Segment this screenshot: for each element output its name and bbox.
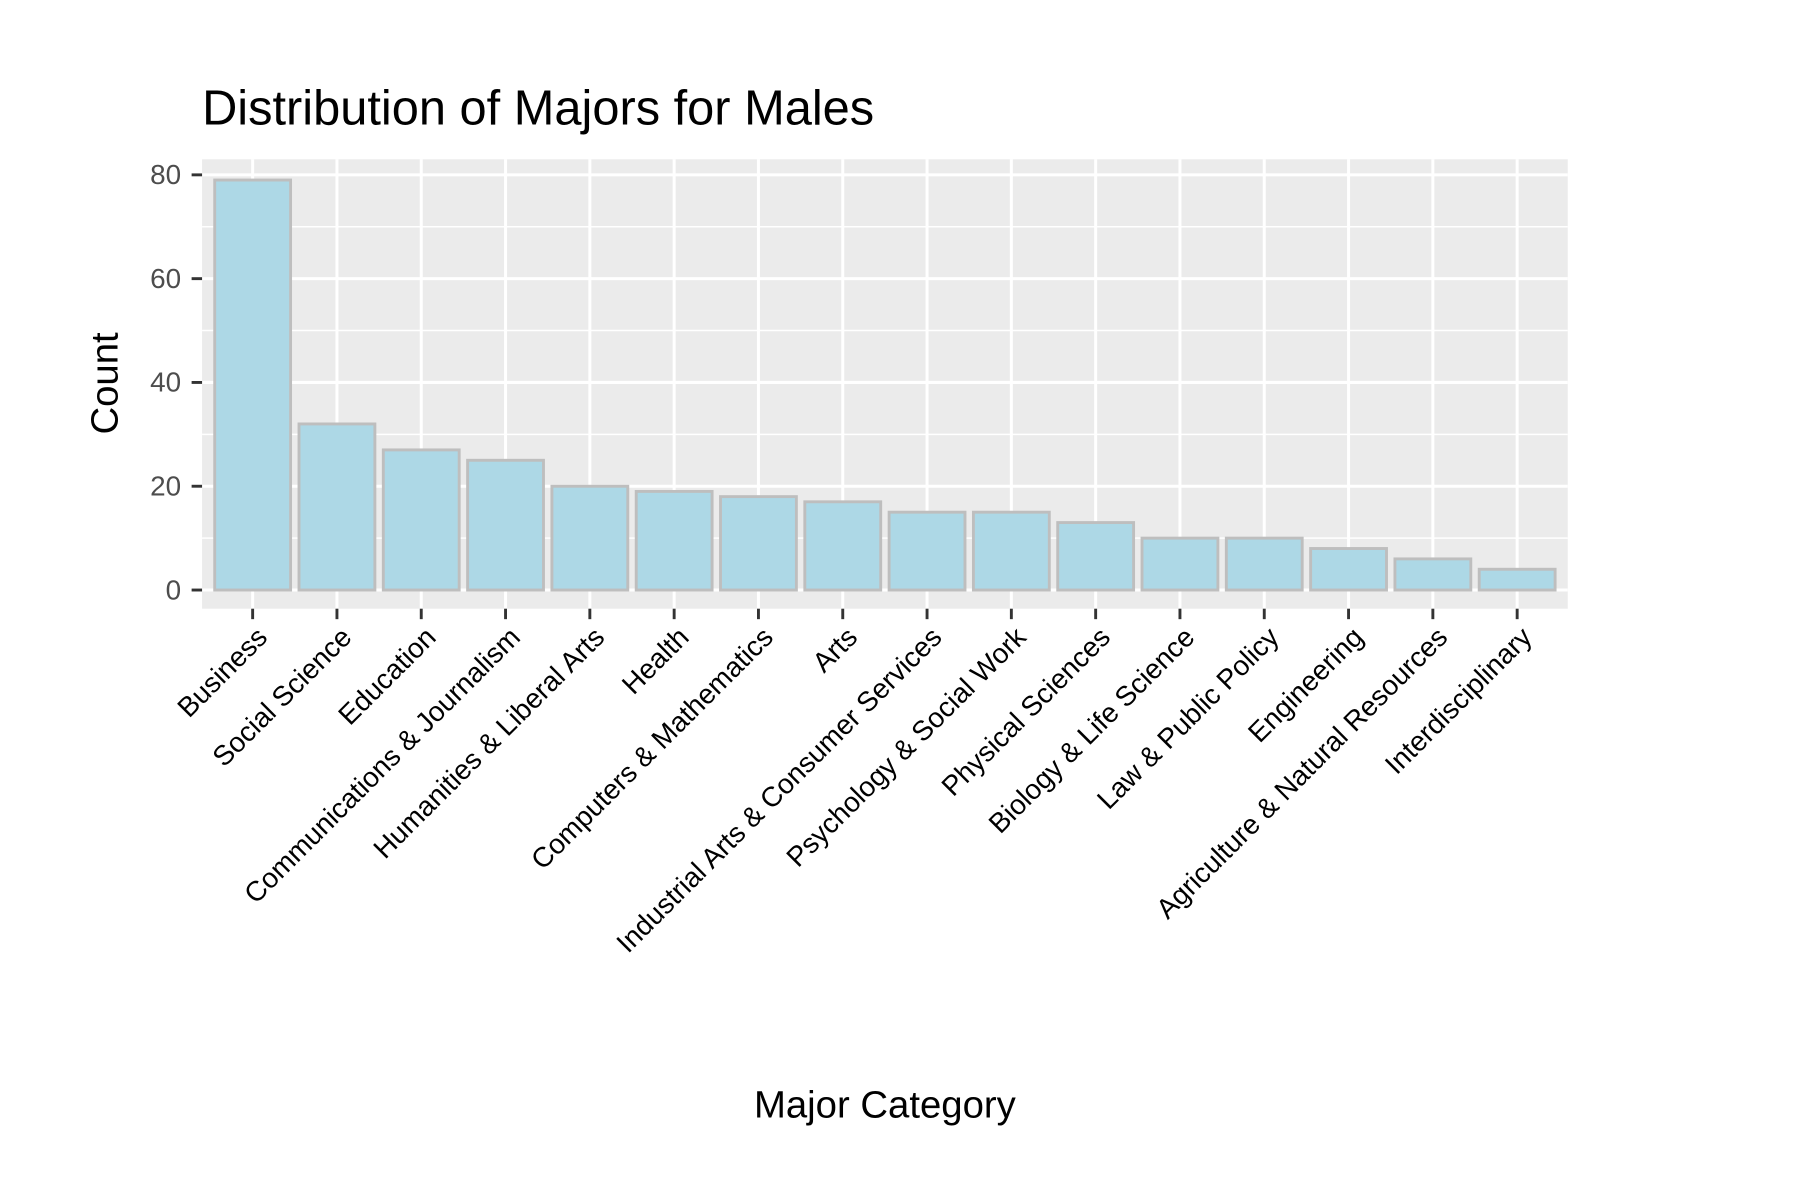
bar-industrial-arts-consumer-services [887, 510, 967, 592]
bar-business [213, 178, 293, 592]
bar-social-science [297, 422, 377, 592]
y-tick-label: 60 [150, 263, 181, 294]
bar-humanities-liberal-arts [550, 484, 630, 592]
y-axis-label: Count [83, 332, 126, 435]
bar-education [381, 448, 461, 592]
x-tick-label: Interdisciplinary [1379, 621, 1538, 780]
y-axis: 0 20 40 60 80 [150, 159, 203, 605]
x-axis-label: Major Category [754, 1083, 1017, 1126]
y-tick-label: 80 [150, 159, 181, 190]
bar-arts [803, 500, 883, 592]
y-tick-label: 20 [150, 471, 181, 502]
bar-computers-mathematics [719, 495, 798, 592]
y-tick-label: 40 [150, 367, 181, 398]
x-tick-label: Arts [806, 621, 863, 678]
y-tick-label: 0 [166, 574, 182, 605]
bar-biology-life-science [1140, 536, 1220, 592]
chart-title: Distribution of Majors for Males [202, 81, 874, 135]
bar-physical-sciences [1056, 521, 1136, 592]
bar-health [634, 489, 714, 592]
bars [213, 178, 1557, 592]
bar-engineering [1309, 547, 1388, 592]
bar-agriculture-natural-resources [1393, 557, 1473, 592]
bar-interdisciplinary [1477, 567, 1557, 592]
bar-communications-journalism [466, 458, 545, 592]
bar-psychology-social-work [971, 510, 1051, 592]
bar-law-public-policy [1224, 536, 1304, 592]
x-tick-label: Health [616, 621, 695, 700]
